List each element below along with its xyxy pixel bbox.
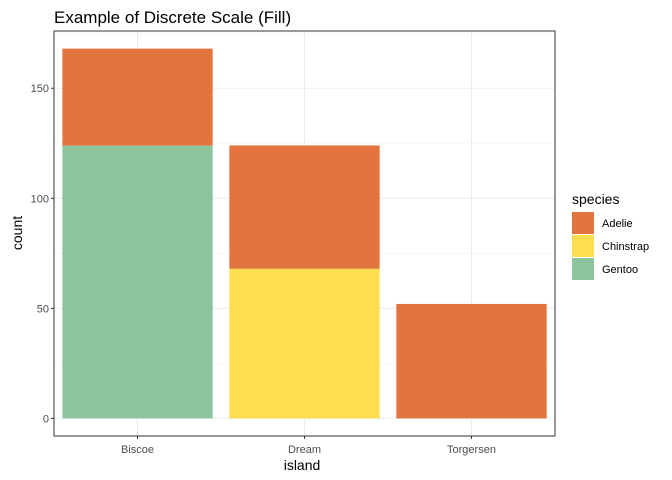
legend-label-gentoo: Gentoo (602, 264, 638, 276)
y-tick-label: 50 (37, 303, 49, 315)
x-axis-title: island (284, 457, 321, 473)
legend-label-adelie: Adelie (602, 218, 633, 230)
bar-biscoe-gentoo (62, 145, 213, 419)
legend-key-adelie (572, 212, 594, 234)
y-axis-title: count (9, 216, 25, 250)
legend: species Adelie Chinstrap Gentoo (572, 191, 649, 280)
legend-key-chinstrap (572, 235, 594, 257)
x-tick-label: Biscoe (121, 444, 154, 456)
legend-title: species (572, 191, 619, 207)
chart-title: Example of Discrete Scale (Fill) (54, 8, 291, 27)
y-tick-label: 150 (31, 83, 49, 95)
bar-dream-adelie (229, 145, 380, 269)
y-tick-label: 100 (31, 193, 49, 205)
x-tick-label: Torgersen (447, 444, 496, 456)
bar-dream-chinstrap (229, 268, 380, 419)
bar-torgersen-adelie (396, 303, 547, 419)
y-tick-label: 0 (43, 413, 49, 425)
legend-key-gentoo (572, 258, 594, 280)
y-axis: 0 50 100 150 (31, 83, 54, 425)
x-axis: Biscoe Dream Torgersen (121, 436, 496, 456)
legend-label-chinstrap: Chinstrap (602, 241, 649, 253)
bars (62, 48, 547, 419)
x-tick-label: Dream (288, 444, 321, 456)
bar-biscoe-adelie (62, 48, 213, 146)
